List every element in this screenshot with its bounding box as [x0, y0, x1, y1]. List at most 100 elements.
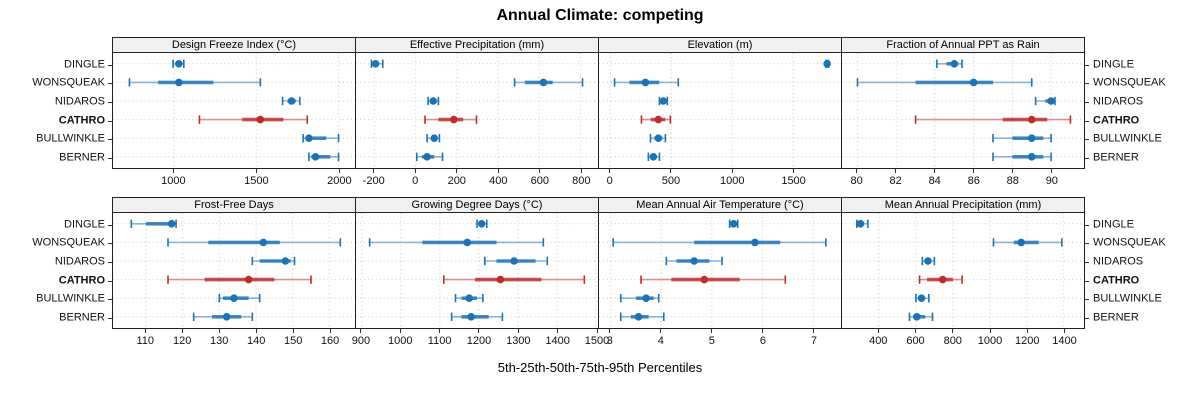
x-axis-tick-label: -200: [362, 175, 385, 187]
station-label-dingle: DINGLE: [64, 218, 105, 231]
y-axis-tick: [108, 83, 112, 85]
x-axis-tick-label: 1400: [1052, 335, 1077, 347]
panel-plot-fraction-ppt-rain: [841, 53, 1085, 169]
station-labels-right-bottom: DINGLE WONSQUEAK NIDAROS CATHRO BULLWINKLE BE…: [1085, 197, 1195, 355]
x-axis-tick-label: 600: [906, 335, 925, 347]
x-axis-tick-label: 6: [759, 335, 766, 347]
station-labels-right-top: DINGLE WONSQUEAK NIDAROS CATHRO BULLWINKLE BE…: [1085, 37, 1195, 195]
x-axis-tick: [609, 329, 611, 333]
station-label-nidaros: NIDAROS: [1093, 95, 1144, 108]
panel-plot-elevation: [598, 53, 842, 169]
x-axis-tick: [793, 169, 795, 173]
x-axis-tick-label: 150: [283, 335, 303, 347]
panel-plot-growing-degree-days: [355, 213, 599, 329]
x-axis-tick: [1026, 329, 1028, 333]
x-axis-tick-label: 86: [967, 175, 980, 187]
panel-strip-mean-annual-precipitation: Mean Annual Precipitation (mm): [841, 197, 1085, 213]
x-axis-tick-label: 90: [1045, 175, 1058, 187]
station-label-berner: BERNER: [1093, 311, 1139, 324]
panel-strip-mean-annual-air-temperature: Mean Annual Air Temperature (°C): [598, 197, 842, 213]
x-axis-tick: [895, 169, 897, 173]
x-axis-tick-label: 1100: [427, 335, 452, 347]
x-axis-growing-degree-days: 900 1000 1100 1200 1300 1400 1500: [352, 329, 609, 355]
x-axis-tick: [731, 169, 733, 173]
x-axis-tick: [596, 329, 598, 333]
x-axis-tick: [181, 329, 183, 333]
x-axis-tick: [478, 329, 480, 333]
panel-frost-free-days: Frost-Free Days 110 120 130 140 150 160: [112, 197, 356, 355]
panel-plot-design-freeze-index: [112, 53, 356, 169]
x-axis-mean-annual-air-temperature: 3 4 5 6 7: [598, 329, 842, 355]
station-label-bullwinkle: BULLWINKLE: [1093, 292, 1162, 305]
x-axis-tick-label: 80: [850, 175, 863, 187]
x-axis-tick-label: 82: [889, 175, 902, 187]
x-axis-tick: [414, 169, 416, 173]
station-label-cathro: CATHRO: [58, 114, 105, 127]
chart-title: Annual Climate: competing: [496, 7, 704, 24]
panel-plot-mean-annual-precipitation: [841, 213, 1085, 329]
station-label-wonsqueak: WONSQUEAK: [1093, 76, 1166, 89]
x-axis-tick: [144, 329, 146, 333]
station-label-bullwinkle: BULLWINKLE: [36, 292, 105, 305]
x-axis-design-freeze-index: 1000 1500 2000: [112, 169, 356, 195]
x-axis-tick: [609, 169, 611, 173]
y-axis-tick: [108, 102, 112, 103]
x-axis-tick-label: 1500: [584, 335, 610, 347]
x-axis-tick-label: 110: [136, 335, 155, 347]
y-axis-tick: [108, 317, 112, 319]
station-label-berner: BERNER: [59, 151, 105, 164]
x-axis-tick: [670, 169, 672, 173]
panel-mean-annual-air-temperature: Mean Annual Air Temperature (°C) 3 4 5 6 7: [598, 197, 842, 355]
x-axis-tick-label: 120: [173, 335, 192, 347]
panel-mean-annual-precipitation: Mean Annual Precipitation (mm) 400 600 800…: [841, 197, 1085, 355]
station-label-nidaros: NIDAROS: [1093, 255, 1144, 268]
x-axis-tick: [1051, 169, 1053, 173]
x-axis-effective-precipitation: -200 0 200 400 600 800: [355, 169, 599, 195]
x-axis-tick: [399, 329, 401, 333]
y-axis-tick: [1085, 262, 1089, 263]
x-axis-tick-label: 200: [447, 175, 466, 187]
x-axis-tick-label: 1000: [977, 335, 1003, 347]
station-labels-left-top: DINGLE WONSQUEAK NIDAROS CATHRO BULLWINKLE BE…: [0, 37, 112, 195]
x-axis-tick: [973, 169, 975, 173]
y-axis-tick: [1085, 120, 1089, 122]
x-axis-tick-label: 800: [943, 335, 962, 347]
y-axis-tick: [108, 299, 112, 301]
panel-elevation: Elevation (m) 0 500 1000 1500: [598, 37, 842, 195]
x-axis-tick: [292, 329, 294, 333]
station-label-wonsqueak: WONSQUEAK: [32, 236, 105, 249]
y-axis-tick: [108, 224, 112, 226]
panel-plot-effective-precipitation: [355, 53, 599, 169]
x-axis-tick-label: 160: [320, 335, 340, 347]
x-axis-tick: [439, 329, 441, 333]
x-axis-tick-label: 2000: [327, 175, 352, 187]
x-axis-mean-annual-precipitation: 400 600 800 1000 1200 1400: [841, 329, 1085, 355]
y-axis-tick: [108, 243, 112, 245]
y-axis-tick: [108, 280, 112, 282]
x-axis-tick-label: 1500: [781, 175, 806, 187]
y-axis-tick: [108, 157, 112, 159]
x-axis-tick-label: 600: [530, 175, 549, 187]
panel-strip-fraction-ppt-rain: Fraction of Annual PPT as Rain: [841, 37, 1085, 53]
station-label-dingle: DINGLE: [1093, 218, 1134, 231]
x-axis-tick-label: 140: [246, 335, 266, 347]
x-axis-tick: [856, 169, 858, 173]
panel-strip-elevation: Elevation (m): [598, 37, 842, 53]
station-label-cathro: CATHRO: [1093, 114, 1140, 127]
station-label-dingle: DINGLE: [1093, 58, 1134, 71]
station-label-berner: BERNER: [59, 311, 105, 324]
station-label-bullwinkle: BULLWINKLE: [1093, 132, 1162, 145]
x-axis-tick: [373, 169, 375, 173]
station-label-wonsqueak: WONSQUEAK: [1093, 236, 1166, 249]
panel-effective-precipitation: Effective Precipitation (mm) -200 0 200 400…: [355, 37, 599, 195]
station-label-cathro: CATHRO: [1093, 274, 1140, 287]
x-axis-caption: 5th-25th-50th-75th-95th Percentiles: [497, 360, 703, 375]
x-axis-tick: [762, 329, 764, 333]
x-axis-tick-label: 3: [606, 335, 613, 347]
y-axis-tick: [108, 120, 112, 122]
panel-design-freeze-index: Design Freeze Index (°C) 1000 1500 2000: [112, 37, 356, 195]
panel-strip-growing-degree-days: Growing Degree Days (°C): [355, 197, 599, 213]
x-axis-tick: [934, 169, 936, 173]
panel-growing-degree-days: Growing Degree Days (°C) 900 1000 1100 1200…: [352, 197, 609, 355]
station-label-nidaros: NIDAROS: [54, 95, 105, 108]
